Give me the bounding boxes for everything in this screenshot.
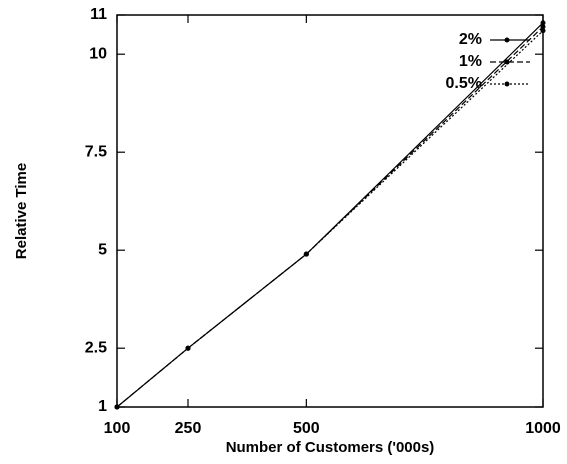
- y-tick-label: 10: [89, 45, 107, 62]
- y-axis-title: Relative Time: [13, 163, 30, 259]
- data-point: [185, 345, 191, 351]
- x-tick-label: 500: [293, 420, 320, 437]
- y-tick-label: 11: [90, 6, 107, 23]
- y-tick-label: 1: [98, 398, 107, 415]
- x-tick-label: 1000: [525, 420, 561, 437]
- data-point: [114, 404, 120, 410]
- y-tick-label: 7.5: [85, 143, 107, 160]
- data-point: [540, 24, 546, 30]
- legend-marker: [504, 37, 510, 43]
- legend-label: 1%: [459, 53, 482, 70]
- legend-label: 2%: [459, 31, 482, 48]
- series-line: [116, 26, 544, 408]
- data-point: [540, 28, 546, 34]
- x-axis-title: Number of Customers ('000s): [226, 439, 435, 456]
- plot-frame: [116, 14, 544, 408]
- data-point: [303, 251, 309, 257]
- y-tick-label: 2.5: [85, 339, 107, 356]
- y-tick-label: 5: [98, 241, 107, 258]
- legend-marker: [504, 81, 510, 87]
- x-tick-label: 250: [175, 420, 202, 437]
- data-point: [540, 20, 546, 26]
- x-tick-label: 100: [104, 420, 131, 437]
- legend-label: 0.5%: [446, 75, 482, 92]
